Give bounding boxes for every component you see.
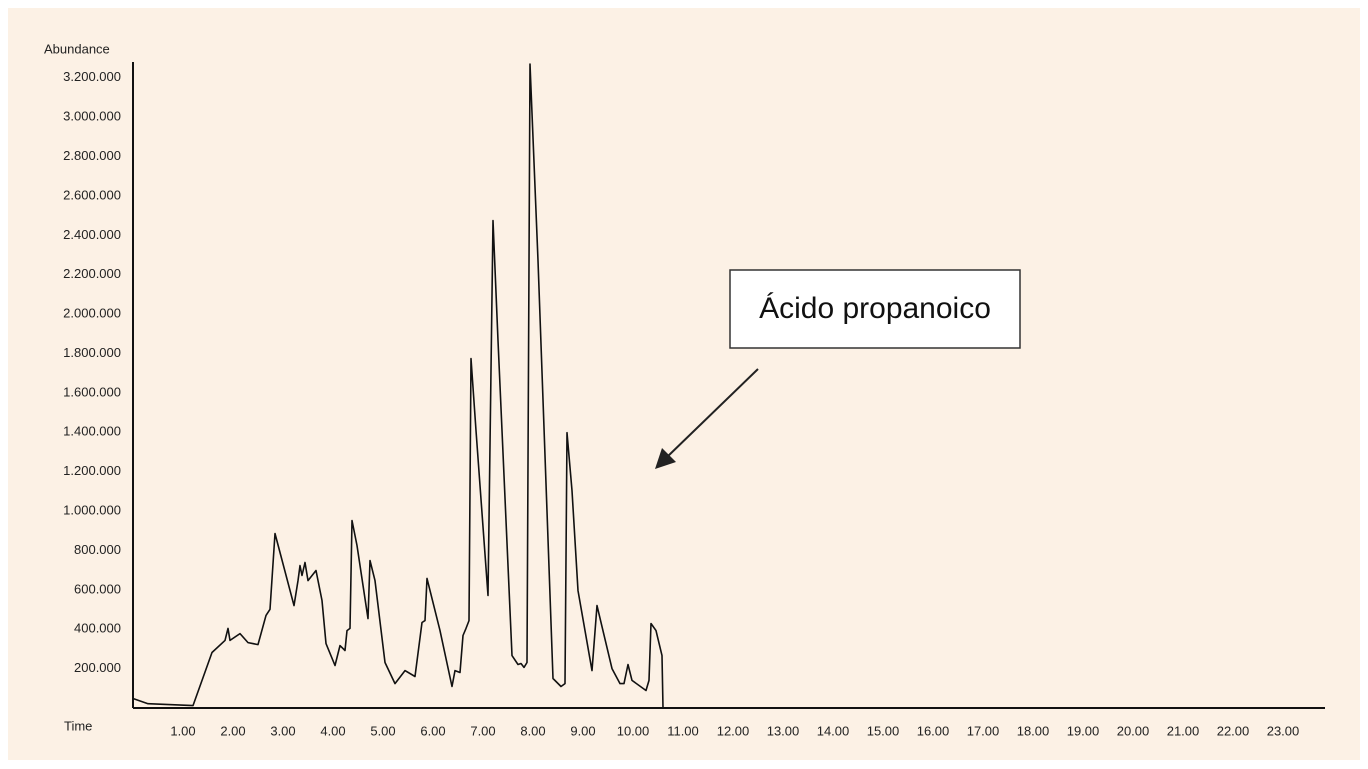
arrow-shaft (665, 368, 759, 459)
y-tick-label: 400.000 (74, 621, 121, 636)
y-tick-label: 1.200.000 (63, 463, 121, 478)
x-tick-label: 12.00 (717, 723, 750, 738)
x-tick-label: 17.00 (967, 723, 1000, 738)
y-tick-label: 3.000.000 (63, 109, 121, 124)
x-tick-label: 5.00 (370, 723, 395, 738)
y-tick-label: 600.000 (74, 581, 121, 596)
x-tick-label: 1.00 (170, 723, 195, 738)
y-tick-label: 1.600.000 (63, 384, 121, 399)
x-axis-label: Time (64, 718, 92, 733)
y-tick-label: 200.000 (74, 660, 121, 675)
y-tick-label: 2.200.000 (63, 266, 121, 281)
x-tick-label: 21.00 (1167, 723, 1200, 738)
x-tick-label: 15.00 (867, 723, 900, 738)
y-tick-label: 1.400.000 (63, 424, 121, 439)
y-tick-label: 2.800.000 (63, 148, 121, 163)
annotation: Ácido propanoico (759, 292, 991, 325)
y-tick-label: 1.800.000 (63, 345, 121, 360)
x-tick-label: 8.00 (520, 723, 545, 738)
y-tick-label: 800.000 (74, 542, 121, 557)
x-tick-label: 3.00 (270, 723, 295, 738)
y-tick-label: 2.000.000 (63, 306, 121, 321)
x-tick-label: 14.00 (817, 723, 850, 738)
y-tick-label: 2.600.000 (63, 187, 121, 202)
x-tick-label: 10.00 (617, 723, 650, 738)
arrow-head (655, 448, 676, 469)
x-tick-label: 6.00 (420, 723, 445, 738)
x-tick-label: 4.00 (320, 723, 345, 738)
y-axis-label: Abundance (44, 41, 110, 56)
annotation-box (729, 269, 1021, 349)
data-line (132, 63, 664, 709)
x-tick-label: 20.00 (1117, 723, 1150, 738)
x-tick-label: 23.00 (1267, 723, 1300, 738)
y-tick-label: 3.200.000 (63, 69, 121, 84)
x-tick-label: 16.00 (917, 723, 950, 738)
x-tick-label: 19.00 (1067, 723, 1100, 738)
x-tick-label: 22.00 (1217, 723, 1250, 738)
x-tick-label: 11.00 (667, 723, 699, 738)
x-tick-label: 9.00 (570, 723, 595, 738)
x-tick-label: 7.00 (470, 723, 495, 738)
y-tick-label: 1.000.000 (63, 502, 121, 517)
chart-background (8, 8, 1360, 760)
y-tick-label: 2.400.000 (63, 227, 121, 242)
x-tick-label: 13.00 (767, 723, 800, 738)
x-tick-label: 2.00 (220, 723, 245, 738)
x-tick-label: 18.00 (1017, 723, 1050, 738)
